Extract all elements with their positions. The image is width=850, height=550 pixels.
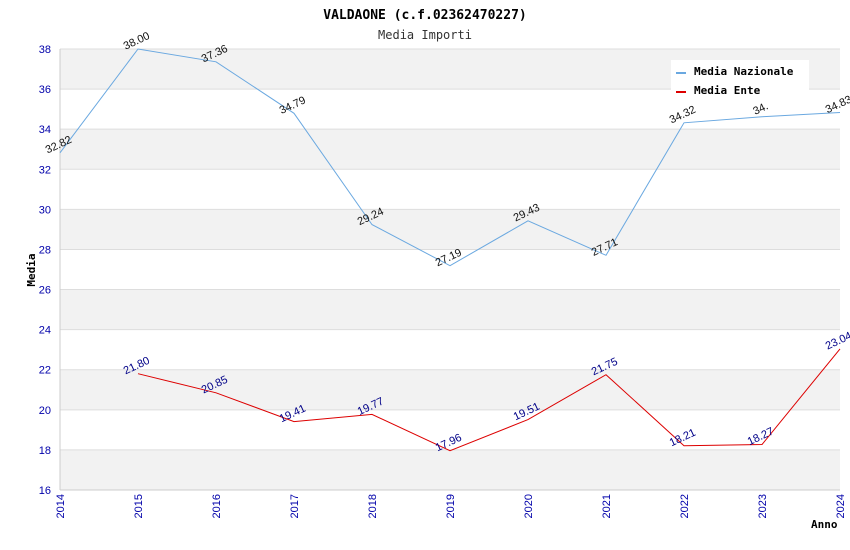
x-ticks: 2014 2015 2016 2017 2018 2019 2020 2021 2022 2023… — [55, 494, 847, 518]
legend: Media Nazionale Media Ente — [671, 60, 809, 101]
series-line-ente — [137, 348, 841, 452]
legend-box — [671, 60, 809, 101]
y-tick-label: 18 — [39, 445, 51, 457]
grid-band — [60, 209, 840, 250]
x-tick-label: 2019 — [445, 494, 457, 518]
y-tick-label: 36 — [39, 84, 51, 96]
y-ticks: 16 18 20 22 24 26 28 30 32 34 36 38 — [39, 44, 51, 497]
x-tick-label: 2015 — [133, 494, 145, 518]
grid-band — [60, 369, 840, 410]
y-tick-label: 26 — [39, 285, 51, 297]
y-tick-label: 16 — [39, 485, 51, 497]
grid-band — [60, 289, 840, 330]
data-label: 23.04 — [824, 330, 850, 353]
y-tick-label: 24 — [39, 325, 51, 337]
grid-bands — [60, 49, 840, 490]
x-axis-label: Anno — [811, 518, 838, 531]
data-label: 34.79 — [278, 94, 308, 117]
x-tick-label: 2022 — [679, 494, 691, 518]
y-axis-label: Media — [25, 253, 38, 286]
y-tick-label: 28 — [39, 244, 51, 256]
legend-label-nazionale: Media Nazionale — [694, 65, 794, 78]
y-tick-label: 20 — [39, 405, 51, 417]
grid-band — [60, 449, 840, 490]
y-tick-label: 34 — [39, 124, 51, 136]
x-tick-label: 2014 — [55, 494, 67, 518]
legend-label-ente: Media Ente — [694, 84, 761, 97]
x-tick-label: 2016 — [211, 494, 223, 518]
x-tick-label: 2018 — [367, 494, 379, 518]
x-tick-label: 2021 — [601, 494, 613, 518]
data-label: 34.32 — [668, 104, 698, 127]
y-tick-label: 38 — [39, 44, 51, 56]
series-lines — [59, 48, 841, 452]
x-tick-label: 2020 — [523, 494, 535, 518]
y-tick-label: 22 — [39, 365, 51, 377]
data-label: 34. — [751, 100, 770, 117]
y-tick-label: 30 — [39, 204, 51, 216]
y-tick-label: 32 — [39, 164, 51, 176]
x-tick-label: 2024 — [835, 494, 847, 518]
chart-subtitle: Media Importi — [378, 28, 472, 42]
x-tick-label: 2017 — [289, 494, 301, 518]
chart-title: VALDAONE (c.f.02362470227) — [323, 8, 527, 23]
axes — [59, 49, 840, 491]
data-label: 27.19 — [434, 247, 464, 270]
series-line-nazionale — [59, 48, 841, 267]
gridlines — [60, 48, 840, 491]
x-tick-label: 2023 — [757, 494, 769, 518]
grid-band — [60, 129, 840, 170]
